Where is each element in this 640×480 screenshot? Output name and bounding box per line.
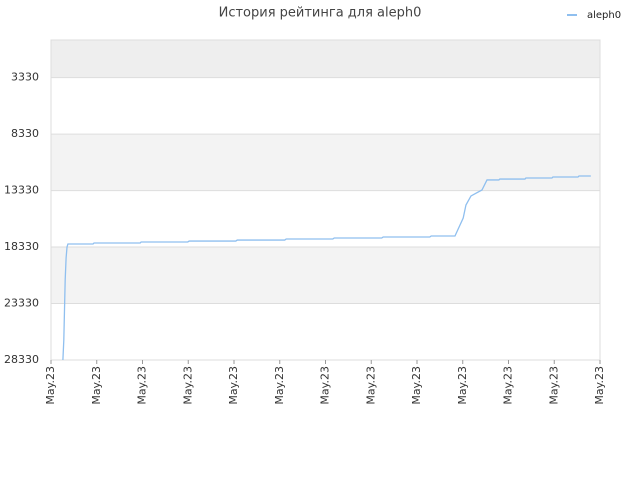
x-tick-label: May.23 xyxy=(90,366,103,405)
x-tick-label: May.23 xyxy=(502,366,515,405)
x-tick-label: May.23 xyxy=(547,366,560,405)
line xyxy=(62,175,591,361)
grid-band xyxy=(51,190,600,248)
legend-label: aleph0 xyxy=(587,10,621,21)
x-tick-label: May.23 xyxy=(410,366,423,405)
x-tick-label: May.23 xyxy=(136,366,149,405)
y-tick-label: 18330 xyxy=(4,240,39,253)
grid-band xyxy=(51,77,600,135)
x-tick-label: May.23 xyxy=(227,366,240,405)
y-tick-label: 3330 xyxy=(11,71,39,84)
grid-band xyxy=(51,247,600,304)
x-tick-label: May.23 xyxy=(364,366,377,405)
grid-band xyxy=(51,303,600,360)
x-tick-label: May.23 xyxy=(44,366,57,405)
x-tick-label: May.23 xyxy=(319,366,332,405)
y-tick-label: 23330 xyxy=(4,297,39,310)
y-tick-label: 13330 xyxy=(4,184,39,197)
chart-title: История рейтинга для aleph0 xyxy=(219,6,422,21)
grid-band xyxy=(51,134,600,191)
x-tick-label: May.23 xyxy=(181,366,194,405)
x-tick-label: May.23 xyxy=(456,366,469,405)
grid-band xyxy=(51,40,600,78)
x-tick-label: May.23 xyxy=(593,366,606,405)
y-tick-label: 28330 xyxy=(4,353,39,366)
x-tick-label: May.23 xyxy=(273,366,286,405)
y-tick-label: 8330 xyxy=(11,127,39,140)
